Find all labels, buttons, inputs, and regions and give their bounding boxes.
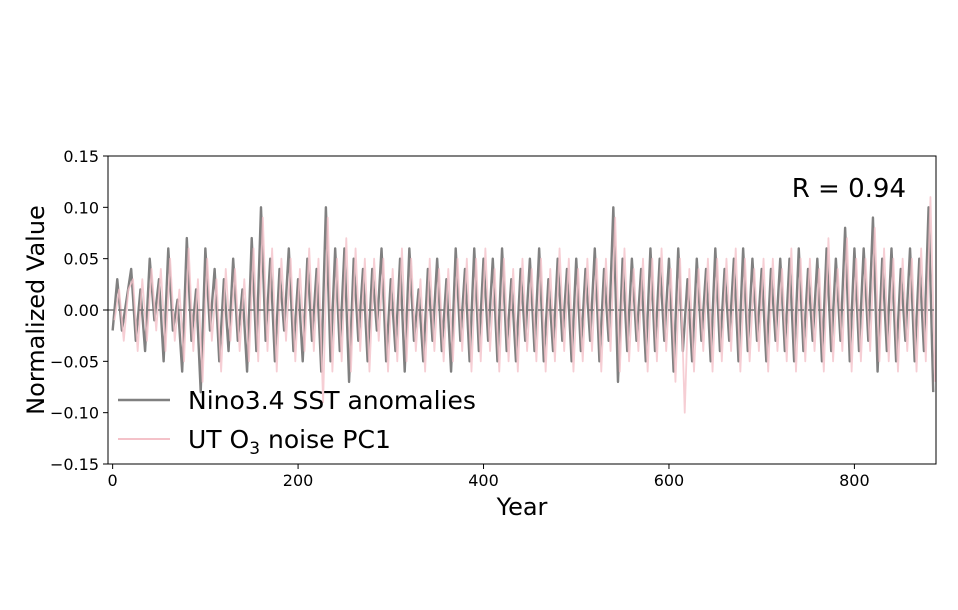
legend: Nino3.4 SST anomalies UT O3 noise PC1 xyxy=(118,386,476,459)
correlation-annotation: R = 0.94 xyxy=(792,174,906,204)
legend-label-nino34: Nino3.4 SST anomalies xyxy=(188,386,476,415)
y-tick-label: 0.05 xyxy=(63,250,99,269)
y-tick-label: 0.00 xyxy=(63,301,99,320)
x-tick-label: 800 xyxy=(839,471,870,490)
y-tick-label: 0.10 xyxy=(63,198,99,217)
x-tick-label: 0 xyxy=(108,471,118,490)
x-axis-ticks: 0 200 400 600 800 xyxy=(108,464,870,490)
y-tick-label: −0.15 xyxy=(50,455,99,474)
x-tick-label: 200 xyxy=(283,471,314,490)
x-axis-label: Year xyxy=(496,493,548,521)
series-layer xyxy=(111,196,936,414)
x-tick-label: 600 xyxy=(654,471,685,490)
y-tick-label: −0.10 xyxy=(50,404,99,423)
series-line-ut-o3-pc1 xyxy=(113,196,936,414)
y-tick-label: −0.05 xyxy=(50,352,99,371)
legend-label-ut-o3: UT O3 noise PC1 xyxy=(188,425,391,459)
y-axis-label: Normalized Value xyxy=(22,205,50,415)
series-line-nino34-sst xyxy=(111,206,935,394)
y-axis-ticks: −0.15 −0.10 −0.05 0.00 0.05 0.10 0.15 xyxy=(50,147,108,474)
x-tick-label: 400 xyxy=(468,471,499,490)
y-tick-label: 0.15 xyxy=(63,147,99,166)
